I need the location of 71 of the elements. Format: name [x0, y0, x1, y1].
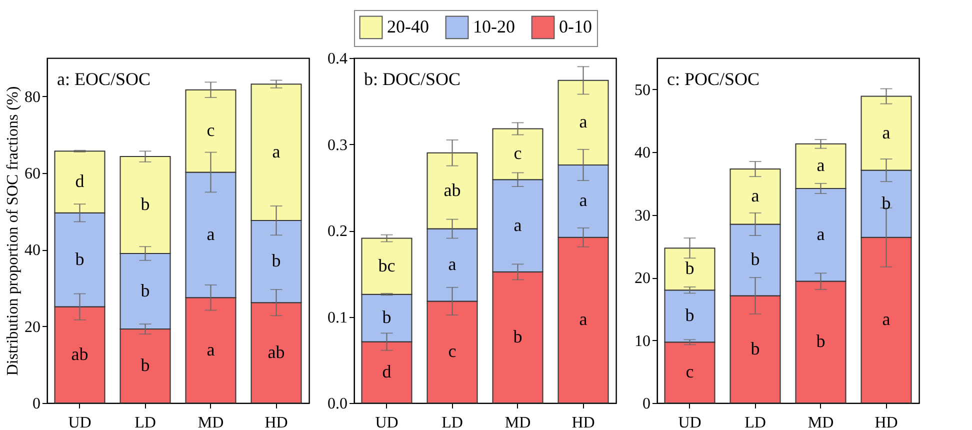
y-tick-label: 0.0: [328, 396, 348, 412]
x-tick-label: MD: [504, 414, 531, 430]
data-label: a: [816, 155, 825, 176]
x-tick-label: LD: [442, 414, 463, 430]
data-label: ab: [71, 344, 88, 364]
data-label: d: [382, 361, 392, 382]
data-label: ab: [444, 180, 461, 200]
data-label: b: [140, 194, 150, 214]
x-tick-label: UD: [68, 414, 92, 430]
x-tick-label: UD: [678, 414, 702, 430]
y-tick-label: 40: [634, 144, 650, 162]
x-tick-label: MD: [808, 414, 834, 430]
y-tick-label: 10: [634, 332, 650, 350]
data-label: b: [513, 326, 522, 346]
x-tick-label: LD: [744, 414, 766, 430]
data-label: a: [579, 190, 588, 210]
y-axis-title: Distribution proportion of SOC fractions (%): [4, 86, 22, 376]
data-label: a: [448, 254, 456, 274]
data-label: b: [685, 305, 694, 326]
data-label: ab: [268, 342, 285, 362]
y-tick-label: 40: [24, 242, 40, 260]
data-label: a: [579, 112, 588, 132]
x-tick-label: HD: [874, 414, 898, 430]
data-label: b: [272, 250, 281, 271]
data-label: a: [206, 339, 215, 360]
data-label: a: [206, 224, 215, 244]
data-label: c: [206, 120, 215, 140]
y-tick-label: 80: [24, 88, 40, 106]
data-label: b: [382, 307, 392, 328]
data-label: a: [514, 214, 522, 235]
data-label: c: [686, 362, 694, 382]
y-tick-label: 50: [634, 82, 650, 99]
y-tick-label: 60: [24, 166, 40, 182]
data-label: b: [750, 338, 760, 358]
legend-label: 0-10: [559, 16, 592, 36]
data-label: a: [882, 122, 890, 142]
y-tick-label: 0.3: [328, 136, 348, 154]
y-tick-label: 0.1: [328, 309, 348, 326]
x-tick-label: HD: [572, 414, 595, 430]
x-tick-label: UD: [375, 414, 398, 430]
y-tick-label: 20: [634, 270, 650, 288]
y-tick-label: 0.4: [328, 50, 348, 68]
y-tick-label: 0.2: [328, 223, 348, 240]
text: b: DOC/SOC: [364, 69, 461, 89]
data-label: a: [816, 224, 825, 244]
data-label: a: [882, 309, 890, 330]
x-tick-label: MD: [198, 414, 224, 430]
data-label: b: [140, 355, 150, 376]
data-label: bc: [378, 255, 396, 276]
y-tick-label: 0: [642, 396, 650, 412]
y-tick-label: 0: [32, 396, 40, 412]
data-label: a: [579, 309, 588, 330]
legend-label: 20-40: [387, 16, 429, 36]
x-tick-label: HD: [264, 414, 288, 430]
y-tick-label: 30: [634, 207, 650, 224]
data-label: b: [685, 258, 694, 278]
text: c: POC/SOC: [667, 69, 760, 89]
data-label: c: [448, 341, 456, 362]
data-label: d: [75, 171, 84, 192]
data-label: a: [272, 141, 280, 162]
data-label: b: [882, 192, 891, 213]
data-label: b: [75, 248, 84, 269]
legend-label: 10-20: [473, 16, 515, 36]
data-label: b: [816, 331, 826, 352]
data-label: b: [140, 280, 150, 300]
data-label: a: [751, 186, 760, 206]
y-tick-label: 20: [24, 318, 40, 336]
x-tick-label: LD: [134, 414, 156, 430]
data-label: c: [514, 143, 522, 164]
data-label: b: [750, 248, 760, 269]
text: a: EOC/SOC: [57, 69, 151, 89]
